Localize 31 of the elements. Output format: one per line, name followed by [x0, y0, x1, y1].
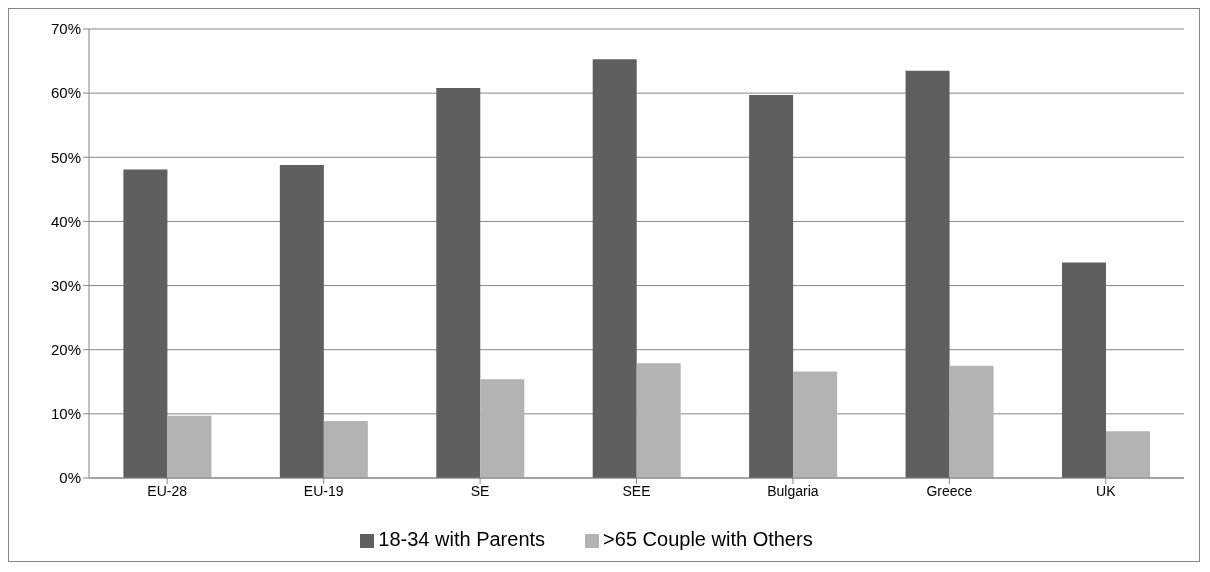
bar	[279, 164, 324, 478]
y-tick-label: 50%	[50, 148, 81, 166]
bar	[636, 363, 681, 478]
y-tick-label: 40%	[50, 212, 81, 230]
legend-label: 18-34 with Parents	[378, 528, 546, 550]
x-tick-label: SEE	[622, 482, 651, 499]
y-tick-label: 70%	[50, 20, 81, 38]
x-tick-label: SE	[470, 482, 490, 499]
x-tick-label: EU-28	[147, 482, 188, 499]
y-tick-label: 30%	[50, 276, 81, 294]
bar	[480, 379, 525, 478]
y-tick-label: 0%	[59, 469, 81, 487]
bar	[123, 169, 168, 478]
bar	[905, 70, 950, 478]
x-tick-label: Greece	[926, 482, 973, 499]
bar	[167, 415, 212, 478]
legend-label: >65 Couple with Others	[603, 528, 813, 550]
bar	[749, 95, 794, 478]
bar	[949, 365, 994, 478]
y-tick-label: 60%	[50, 84, 81, 102]
bar	[436, 88, 481, 478]
bar	[592, 59, 637, 478]
bar	[1105, 431, 1150, 478]
x-tick-label: EU-19	[303, 482, 344, 499]
x-tick-label: UK	[1096, 482, 1117, 499]
y-tick-label: 10%	[50, 405, 81, 423]
y-tick-label: 20%	[50, 341, 81, 359]
bar	[1061, 262, 1106, 478]
bar	[793, 371, 838, 478]
x-tick-label: Bulgaria	[767, 482, 819, 499]
bar	[323, 420, 368, 478]
